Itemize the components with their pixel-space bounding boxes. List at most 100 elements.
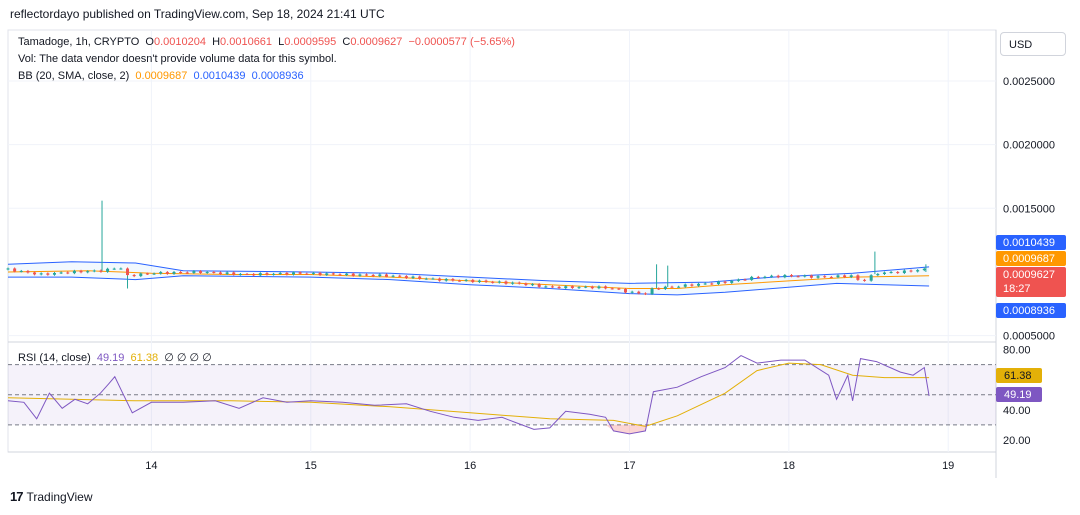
rsi-value-box	[996, 387, 1042, 402]
rsi-tick-label: 40.00	[1003, 405, 1031, 417]
candle-body	[743, 279, 747, 281]
rsi-extra-values: ∅ ∅ ∅ ∅	[164, 352, 212, 364]
rsi-label[interactable]: RSI (14, close)	[18, 352, 91, 364]
candle-body	[876, 273, 880, 276]
candle-body	[358, 274, 362, 276]
candle-body	[398, 275, 402, 277]
rsi-pane	[7, 355, 996, 435]
candle-body	[72, 270, 76, 274]
candle-body	[803, 275, 807, 277]
candle-body	[663, 286, 667, 290]
candle-body	[617, 288, 621, 290]
candle-body	[796, 276, 800, 278]
candle-body	[537, 284, 541, 287]
bb-label[interactable]: BB (20, SMA, close, 2)	[18, 70, 130, 82]
tradingview-logo-icon: 17	[10, 489, 24, 504]
candle-body	[438, 278, 442, 281]
candle-body	[736, 279, 740, 281]
candle-body	[577, 287, 581, 289]
price-label-text: 0.0008936	[1003, 305, 1055, 317]
price-label-text: 0.0009627	[1003, 269, 1055, 281]
volume-legend: Vol: The data vendor doesn't provide vol…	[18, 53, 337, 65]
candle-body	[378, 274, 382, 277]
candle-body	[411, 276, 415, 278]
currency-button[interactable]: USD	[1000, 32, 1066, 56]
candle-body	[829, 276, 833, 278]
candle-body	[106, 268, 110, 272]
candle-body	[504, 281, 508, 284]
candle-body	[471, 279, 475, 283]
candle-body	[856, 275, 860, 280]
candle-body	[112, 268, 116, 270]
candle-body	[650, 288, 654, 295]
candle-body	[909, 270, 913, 272]
candle-body	[152, 273, 156, 275]
candle-body	[477, 280, 481, 283]
candle-body	[922, 268, 926, 271]
time-tick-label: 17	[623, 460, 635, 472]
candle-body	[384, 274, 388, 277]
candle-body	[39, 273, 43, 275]
candle-body	[99, 270, 103, 272]
candle-body	[763, 276, 767, 278]
candle-body	[491, 281, 495, 283]
candle-body	[404, 276, 408, 278]
candle-body	[863, 279, 867, 281]
candle-body	[185, 272, 189, 274]
candle-body	[564, 286, 568, 289]
candle-body	[159, 272, 163, 274]
candle-body	[424, 278, 428, 280]
candle-body	[730, 280, 734, 283]
candle-body	[809, 275, 813, 278]
candle-body	[338, 274, 342, 276]
candle-body	[882, 272, 886, 274]
rsi-ma-value: 61.38	[130, 352, 159, 364]
candle-body	[836, 275, 840, 278]
price-label-text: 0.0009687	[1003, 253, 1055, 265]
candle-body	[677, 286, 681, 288]
candle-body	[916, 270, 920, 272]
candle-body	[6, 268, 10, 270]
candle-body	[365, 274, 369, 276]
price-label-box	[996, 267, 1066, 297]
candle-body	[418, 276, 422, 279]
candle-body	[331, 273, 335, 275]
candles	[6, 200, 927, 296]
candle-body	[889, 272, 893, 274]
candle-body	[318, 272, 322, 275]
candle-body	[292, 272, 296, 275]
candle-body	[756, 276, 760, 278]
bb-lower-line	[8, 275, 930, 296]
bb-basis-value: 0.0009687	[135, 70, 188, 82]
candle-body	[590, 286, 594, 289]
candle-body	[26, 270, 30, 273]
candle-body	[816, 276, 820, 278]
tradingview-footer[interactable]: 17 TradingView	[10, 489, 93, 504]
candle-body	[584, 286, 588, 288]
candle-body	[670, 286, 674, 288]
rsi-value: 49.19	[96, 352, 125, 364]
candle-body	[126, 268, 130, 276]
candle-body	[497, 281, 501, 283]
candle-body	[371, 274, 375, 277]
low-label: L	[278, 36, 285, 48]
price-tick-label: 0.0015000	[1003, 203, 1055, 215]
candle-body	[849, 275, 853, 278]
countdown-label-text: 18:27	[1003, 283, 1031, 295]
rsi-value-text: 49.19	[1004, 389, 1032, 401]
candle-body	[710, 283, 714, 285]
candle-body	[19, 270, 23, 272]
candle-body	[232, 272, 236, 275]
candle-body	[511, 282, 515, 284]
candle-body	[896, 272, 900, 274]
candle-body	[218, 272, 222, 274]
candle-body	[643, 293, 647, 295]
candle-body	[869, 275, 873, 281]
candle-body	[444, 279, 448, 281]
symbol-name[interactable]: Tamadoge, 1h, CRYPTO	[18, 36, 140, 48]
candle-body	[431, 278, 435, 280]
open-value: 0.0010204	[153, 36, 206, 48]
candle-body	[624, 289, 627, 293]
rsi-value-box	[996, 368, 1042, 383]
